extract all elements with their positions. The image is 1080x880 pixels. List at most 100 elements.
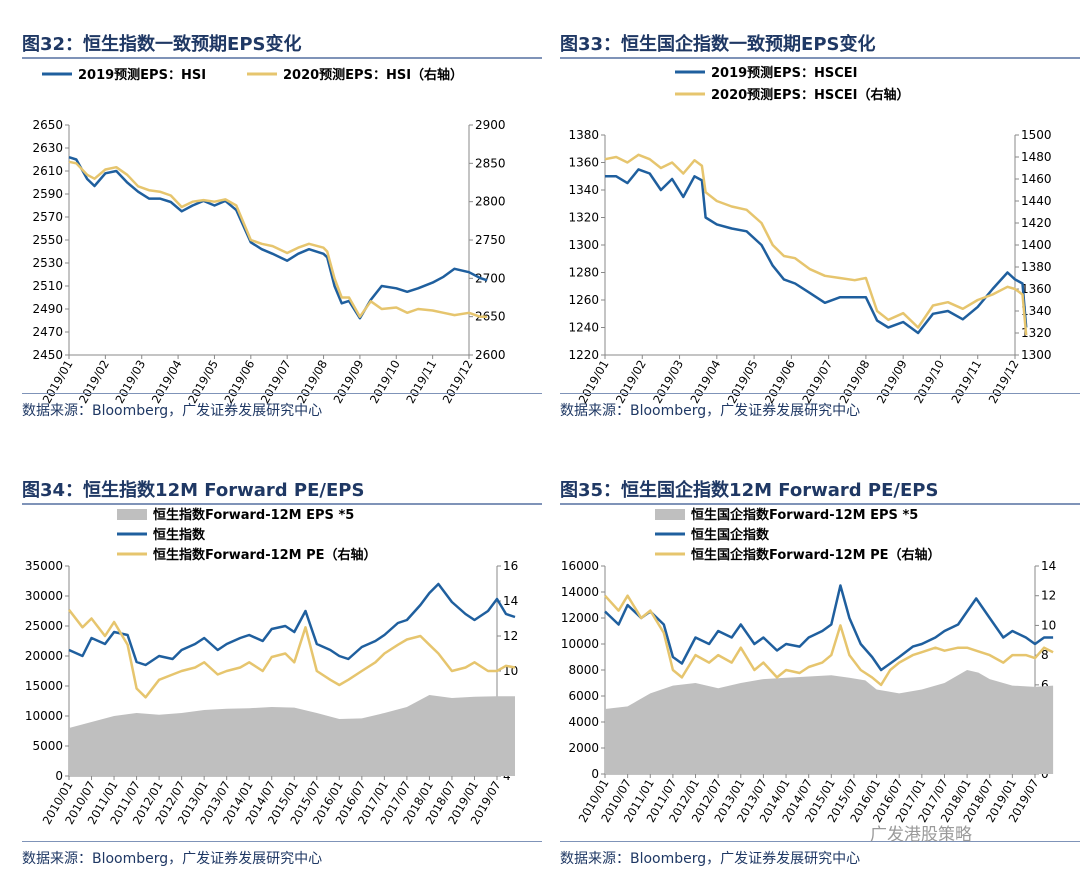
- y-tick-label: 1380: [568, 128, 599, 142]
- source-note: 数据来源：Bloomberg，广发证券发展研究中心: [560, 851, 861, 867]
- legend-label: 恒生国企指数Forward-12M EPS *5: [691, 507, 918, 523]
- chart-svg: 2019预测EPS：HSI 2020预测EPS：HSI（右轴） 2450 2470 24…: [32, 67, 506, 406]
- x-tick-label: 2019/07: [258, 358, 294, 406]
- series-line: [605, 168, 1028, 335]
- y-right-tick-label: 1400: [1021, 238, 1052, 252]
- x-tick-label: 2019/02: [76, 358, 112, 406]
- y-tick-label: 1240: [568, 321, 599, 335]
- y-tick-label: 2590: [32, 187, 63, 201]
- y-tick-label: 1360: [568, 156, 599, 170]
- x-tick-label: 2019/06: [762, 358, 798, 406]
- y-tick-label: 2630: [32, 141, 63, 155]
- y-tick-label: 0: [591, 767, 599, 781]
- y-tick-label: 1300: [568, 238, 599, 252]
- y-right-tick-label: 16: [503, 559, 518, 573]
- y-tick-label: 2470: [32, 325, 63, 339]
- y-right-tick-label: 1420: [1021, 216, 1052, 230]
- series-line: [68, 160, 488, 318]
- source-note: 数据来源：Bloomberg，广发证券发展研究中心: [22, 403, 323, 419]
- y-tick-label: 5000: [32, 739, 63, 753]
- y-right-tick-label: 14: [1041, 559, 1056, 573]
- x-tick-label: 2019/11: [948, 358, 984, 406]
- legend: 2019预测EPS：HSCEI 2020预测EPS：HSCEI（右轴）: [675, 65, 909, 103]
- source-rule: [560, 841, 1080, 842]
- y-tick-label: 0: [55, 769, 63, 783]
- y-right-tick-label: 6: [1041, 678, 1049, 692]
- y-tick-label: 10000: [561, 637, 599, 651]
- watermark: 广发港股策略: [870, 825, 972, 845]
- x-tick-label: 2019/05: [185, 358, 221, 406]
- y-right-tick-label: 1300: [1021, 348, 1052, 362]
- legend-label: 2020预测EPS：HSCEI（右轴）: [711, 87, 909, 103]
- x-tick-label: 2019/06: [221, 358, 257, 406]
- chart-panel-hsi-eps: 图32：恒生指数一致预期EPS变化 2019预测EPS：HSI 2020预测EPS…: [22, 30, 542, 430]
- title-rule: [22, 57, 542, 59]
- series-line: [604, 153, 1028, 336]
- legend-label: 恒生国企指数Forward-12M PE（右轴）: [691, 547, 941, 563]
- y-right-tick-label: 1500: [1021, 128, 1052, 142]
- chart-svg: 恒生指数Forward-12M EPS *5 恒生指数恒生指数Forward-12…: [25, 507, 518, 827]
- y-tick-label: 2550: [32, 233, 63, 247]
- legend-label: 恒生指数Forward-12M EPS *5: [153, 507, 354, 523]
- y-tick-label: 8000: [568, 663, 599, 677]
- y-right-tick-label: 8: [1041, 648, 1049, 662]
- y-tick-label: 2610: [32, 164, 63, 178]
- legend-label: 恒生国企指数: [691, 527, 770, 543]
- y-tick-label: 2450: [32, 348, 63, 362]
- series-area: [69, 695, 515, 776]
- legend-swatch: [117, 509, 147, 520]
- x-tick-label: 2019/10: [367, 358, 403, 406]
- y-tick-label: 2650: [32, 118, 63, 132]
- y-right-tick-label: 2600: [475, 348, 506, 362]
- title-rule: [560, 57, 1080, 59]
- legend: 恒生指数Forward-12M EPS *5 恒生指数恒生指数Forward-12…: [117, 507, 377, 563]
- y-tick-label: 4000: [568, 715, 599, 729]
- y-right-tick-label: 1360: [1021, 282, 1052, 296]
- y-right-tick-label: 10: [1041, 618, 1056, 632]
- x-tick-label: 2019/04: [687, 358, 723, 406]
- y-tick-label: 25000: [25, 619, 63, 633]
- y-tick-label: 35000: [25, 559, 63, 573]
- chart-panel-hscei-eps: 图33：恒生国企指数一致预期EPS变化 2019预测EPS：HSCEI 2020预…: [560, 30, 1080, 430]
- legend-label: 2019预测EPS：HSI: [78, 67, 206, 83]
- title-rule: [22, 503, 542, 505]
- y-right-tick-label: 14: [503, 594, 518, 608]
- source-rule: [22, 393, 542, 394]
- y-tick-label: 12000: [561, 611, 599, 625]
- x-tick-label: 2019/05: [725, 358, 761, 406]
- y-right-tick-label: 2900: [475, 118, 506, 132]
- series-line: [68, 609, 516, 699]
- y-tick-label: 15000: [25, 679, 63, 693]
- source-note: 数据来源：Bloomberg，广发证券发展研究中心: [22, 851, 323, 867]
- y-tick-label: 1320: [568, 211, 599, 225]
- legend-label: 2020预测EPS：HSI（右轴）: [283, 67, 463, 83]
- y-tick-label: 30000: [25, 589, 63, 603]
- series-line: [604, 594, 1054, 687]
- legend: 2019预测EPS：HSI 2020预测EPS：HSI（右轴）: [42, 67, 463, 83]
- x-tick-label: 2019/09: [330, 358, 366, 406]
- x-tick-label: 2019/04: [149, 358, 185, 406]
- series-area: [605, 670, 1054, 774]
- y-tick-label: 1280: [568, 266, 599, 280]
- y-right-tick-label: 1340: [1021, 304, 1052, 318]
- y-tick-label: 14000: [561, 585, 599, 599]
- x-tick-label: 2019/10: [911, 358, 947, 406]
- x-tick-label: 2019/03: [650, 358, 686, 406]
- x-tick-label: 2019/07: [799, 358, 835, 406]
- y-right-tick-label: 2850: [475, 156, 506, 170]
- y-tick-label: 16000: [561, 559, 599, 573]
- chart-title: 图32：恒生指数一致预期EPS变化: [22, 34, 302, 55]
- y-right-tick-label: 2750: [475, 233, 506, 247]
- y-right-tick-label: 1440: [1021, 194, 1052, 208]
- y-right-tick-label: 2650: [475, 310, 506, 324]
- legend-label: 恒生指数Forward-12M PE（右轴）: [153, 547, 377, 563]
- y-tick-label: 6000: [568, 689, 599, 703]
- x-tick-label: 2019/12: [986, 358, 1022, 406]
- source-rule: [560, 393, 1080, 394]
- y-tick-label: 2000: [568, 741, 599, 755]
- chart-panel-hsi-pe: 图34：恒生指数12M Forward PE/EPS 恒生指数Forward-1…: [22, 476, 542, 876]
- y-tick-label: 10000: [25, 709, 63, 723]
- chart-title: 图34：恒生指数12M Forward PE/EPS: [22, 480, 365, 501]
- x-tick-label: 2019/09: [874, 358, 910, 406]
- series-line: [604, 584, 1054, 672]
